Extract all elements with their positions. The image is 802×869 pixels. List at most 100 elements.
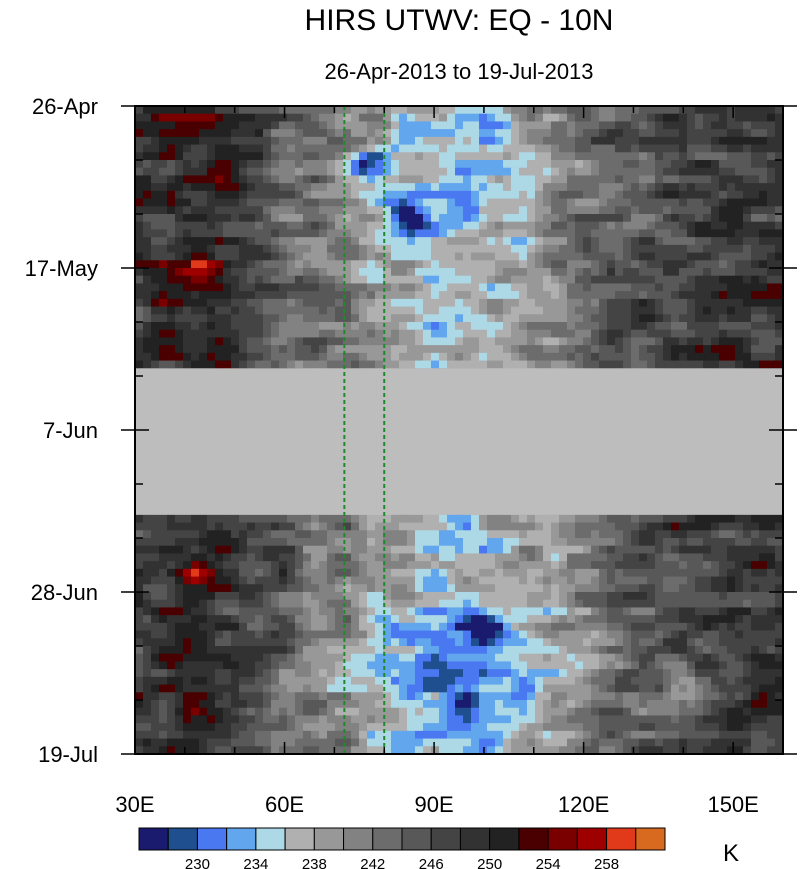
heatmap-cell <box>647 252 656 261</box>
heatmap-cell <box>751 337 760 346</box>
heatmap-cell <box>743 322 752 331</box>
heatmap-cell <box>671 152 680 161</box>
heatmap-cell <box>535 129 544 138</box>
heatmap-cell <box>495 167 504 177</box>
heatmap-cell <box>727 144 736 153</box>
heatmap-cell <box>199 190 208 200</box>
heatmap-cell <box>399 183 408 192</box>
heatmap-cell <box>479 538 488 547</box>
heatmap-cell <box>247 545 256 555</box>
heatmap-cell <box>727 337 736 346</box>
heatmap-cell <box>551 268 560 277</box>
heatmap-cell <box>351 360 360 369</box>
heatmap-cell <box>423 229 432 238</box>
heatmap-cell <box>335 314 344 323</box>
heatmap-cell <box>199 322 208 331</box>
heatmap-cell <box>719 322 728 331</box>
heatmap-cell <box>543 144 552 153</box>
heatmap-cell <box>647 538 656 547</box>
heatmap-cell <box>407 221 416 231</box>
heatmap-cell <box>327 136 336 146</box>
heatmap-cell <box>479 275 488 285</box>
heatmap-cell <box>319 260 328 269</box>
heatmap-cell <box>367 275 376 285</box>
heatmap-cell <box>551 538 560 547</box>
heatmap-cell <box>575 167 584 177</box>
heatmap-cell <box>231 113 240 123</box>
heatmap-cell <box>431 229 440 238</box>
heatmap-cell <box>519 237 528 246</box>
heatmap-cell <box>511 360 520 369</box>
heatmap-cell <box>487 160 496 169</box>
heatmap-cell <box>359 329 368 339</box>
heatmap-cell <box>295 175 304 184</box>
heatmap-cell <box>159 175 168 184</box>
heatmap-cell <box>671 260 680 269</box>
heatmap-cell <box>719 136 728 146</box>
heatmap-cell <box>543 136 552 146</box>
heatmap-cell <box>287 175 296 184</box>
heatmap-cell <box>767 553 776 562</box>
heatmap-cell <box>487 329 496 339</box>
heatmap-cell <box>647 322 656 331</box>
heatmap-cell <box>679 545 688 555</box>
heatmap-cell <box>551 167 560 177</box>
heatmap-cell <box>287 113 296 123</box>
heatmap-cell <box>191 314 200 323</box>
heatmap-cell <box>327 183 336 192</box>
heatmap-cell <box>247 360 256 369</box>
heatmap-cell <box>263 175 272 184</box>
heatmap-cell <box>399 121 408 130</box>
heatmap-cell <box>575 553 584 562</box>
heatmap-cell <box>527 183 536 192</box>
heatmap-cell <box>615 121 624 130</box>
heatmap-cell <box>151 514 160 524</box>
heatmap-cell <box>607 221 616 231</box>
heatmap-cell <box>391 530 400 539</box>
heatmap-cell <box>639 322 648 331</box>
heatmap-cell <box>551 129 560 138</box>
heatmap-cell <box>503 221 512 231</box>
heatmap-cell <box>431 553 440 562</box>
heatmap-cell <box>207 337 216 346</box>
heatmap-cell <box>767 229 776 238</box>
heatmap-cell <box>319 121 328 130</box>
heatmap-cell <box>319 283 328 292</box>
heatmap-cell <box>351 152 360 161</box>
heatmap-cell <box>239 329 248 339</box>
heatmap-cell <box>591 561 600 570</box>
heatmap-cell <box>431 106 440 115</box>
heatmap-cell <box>415 283 424 292</box>
heatmap-cell <box>215 260 224 269</box>
heatmap-cell <box>447 244 456 254</box>
heatmap-cell <box>447 568 456 578</box>
heatmap-cell <box>463 121 472 130</box>
heatmap-cell <box>503 314 512 323</box>
heatmap-cell <box>343 237 352 246</box>
heatmap-cell <box>607 175 616 184</box>
heatmap-cell <box>191 568 200 578</box>
heatmap-cell <box>183 298 192 308</box>
heatmap-cell <box>207 229 216 238</box>
heatmap-cell <box>519 352 528 362</box>
heatmap-cell <box>335 113 344 123</box>
heatmap-cell <box>495 175 504 184</box>
heatmap-cell <box>519 260 528 269</box>
heatmap-cell <box>655 568 664 578</box>
heatmap-cell <box>327 275 336 285</box>
heatmap-cell <box>311 121 320 130</box>
heatmap-cell <box>575 252 584 261</box>
heatmap-cell <box>287 352 296 362</box>
heatmap-cell <box>623 106 632 115</box>
heatmap-cell <box>383 568 392 578</box>
heatmap-cell <box>287 129 296 138</box>
heatmap-cell <box>591 298 600 308</box>
heatmap-cell <box>431 298 440 308</box>
heatmap-cell <box>311 360 320 369</box>
heatmap-cell <box>703 538 712 547</box>
heatmap-cell <box>167 553 176 562</box>
heatmap-cell <box>303 561 312 570</box>
heatmap-cell <box>439 314 448 323</box>
heatmap-cell <box>511 183 520 192</box>
heatmap-cell <box>375 175 384 184</box>
